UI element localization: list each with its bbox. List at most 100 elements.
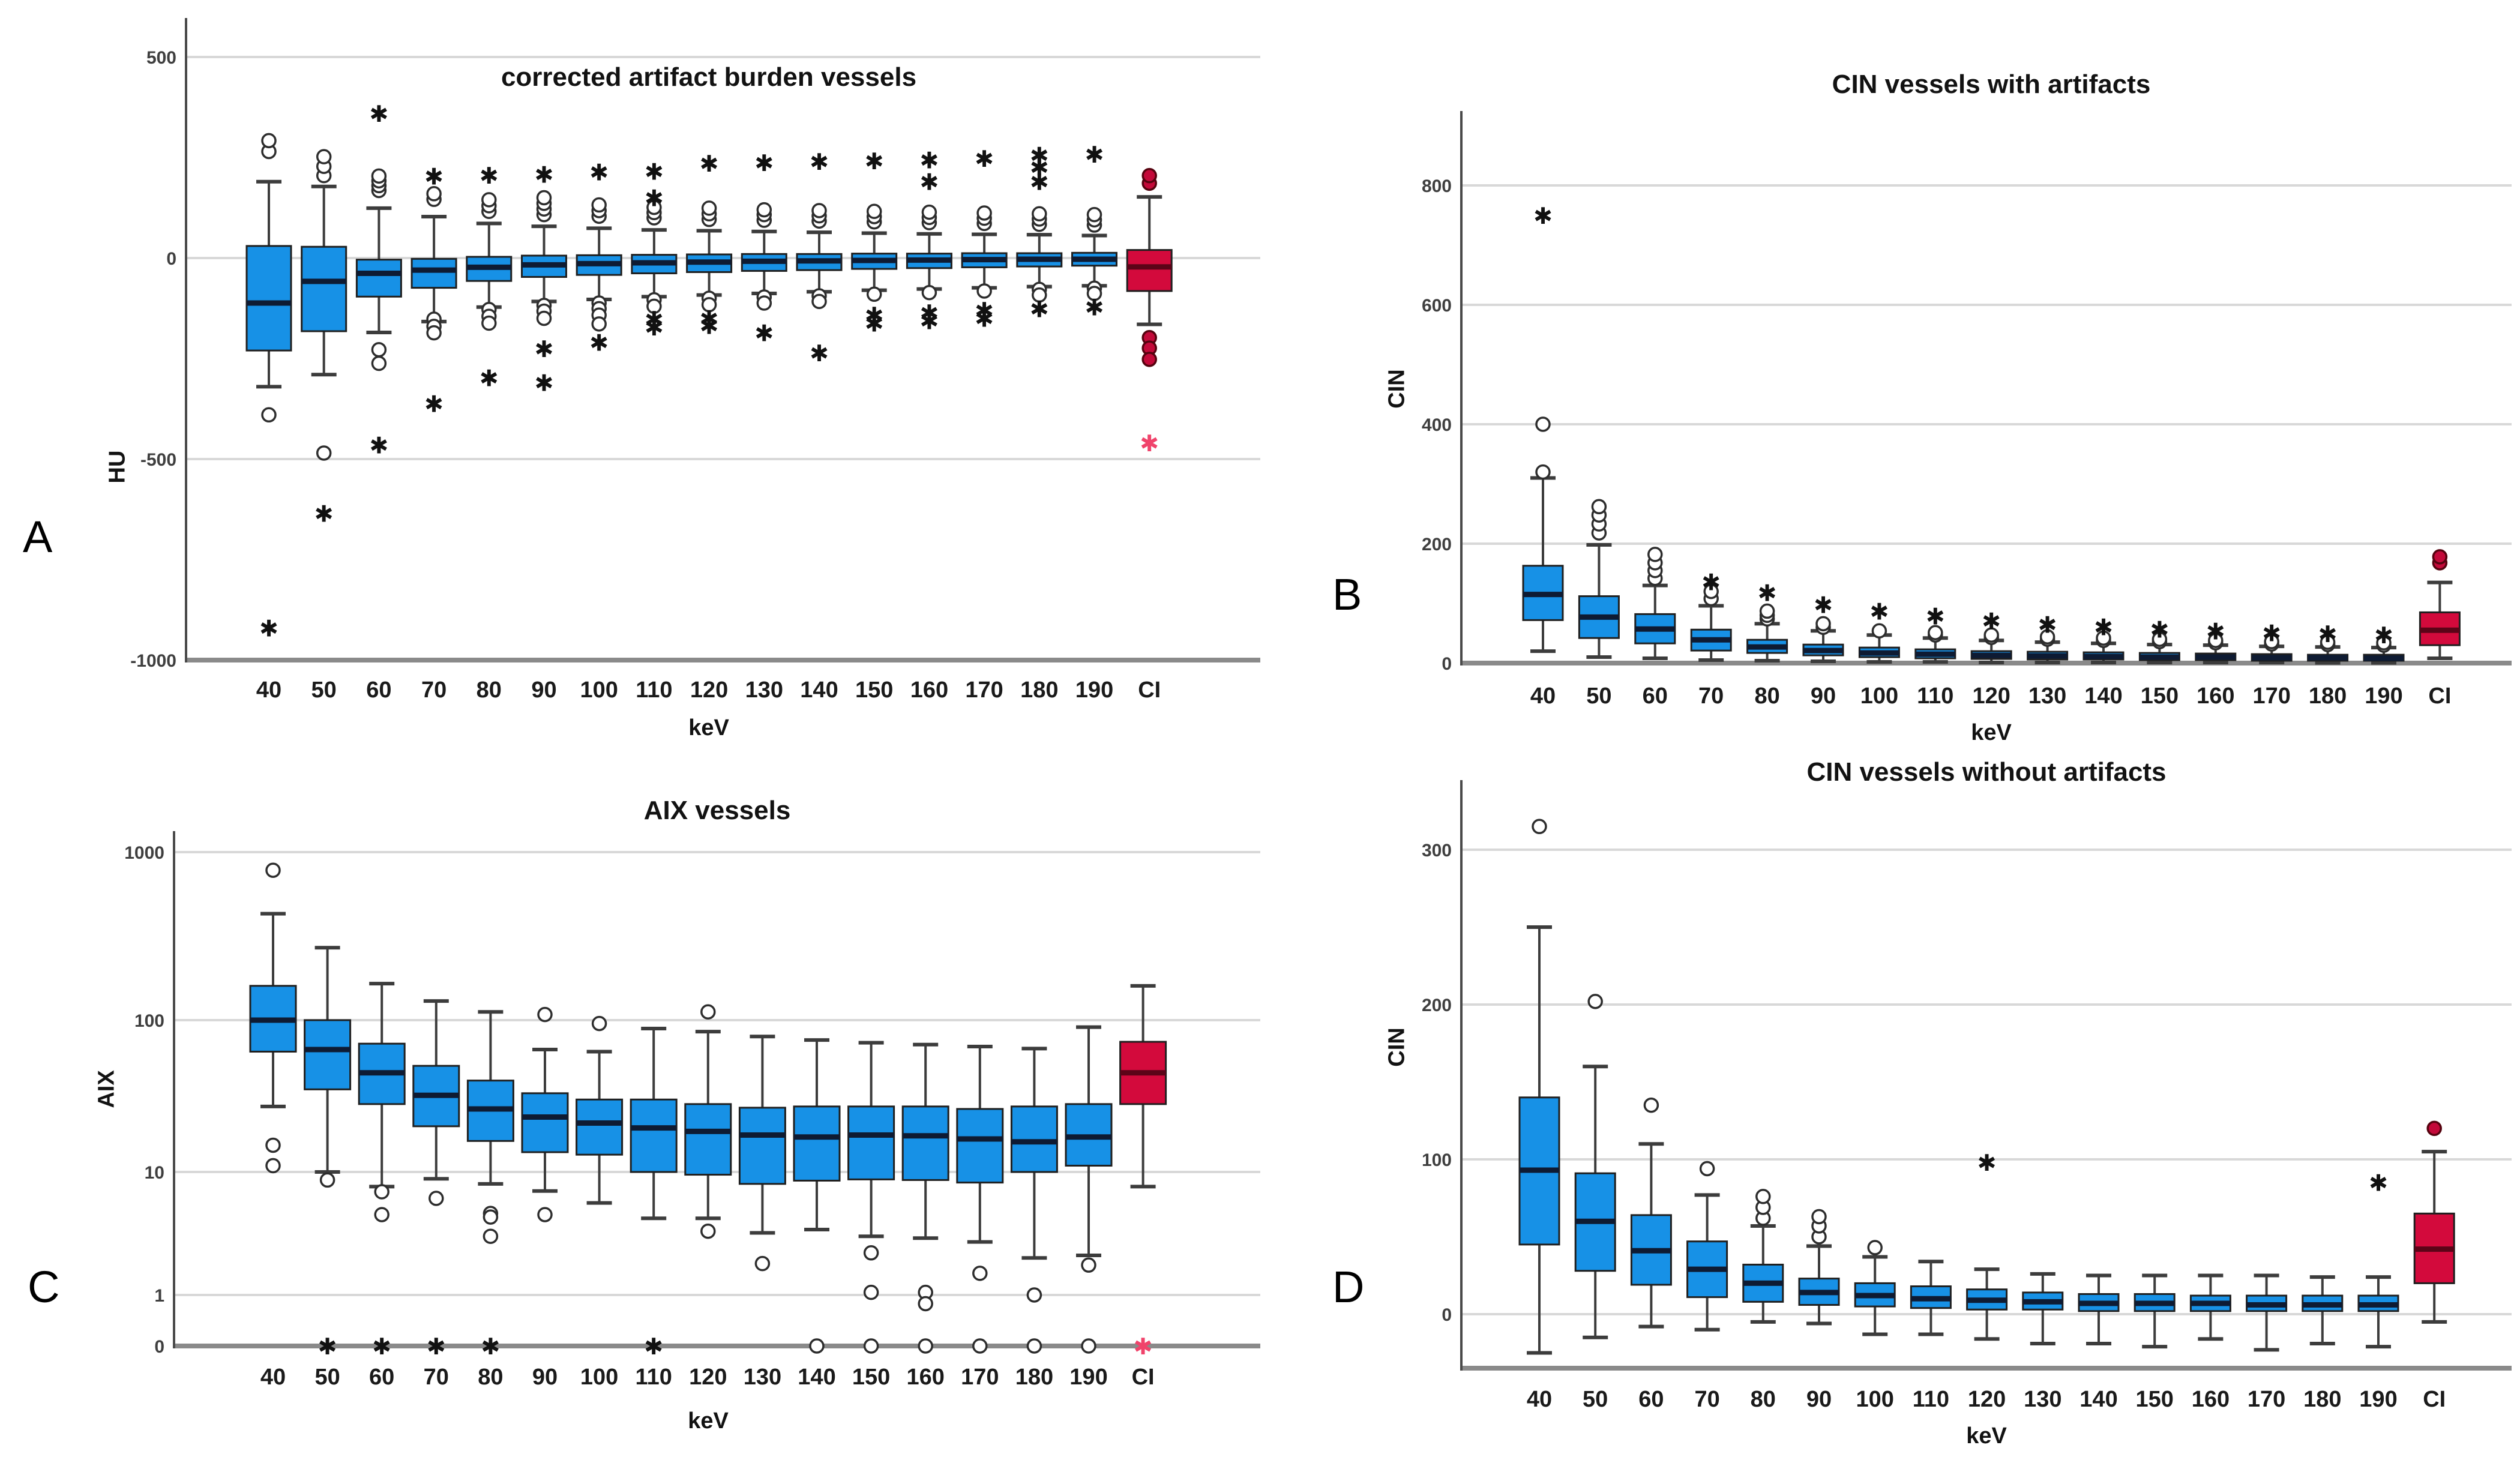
outlier-asterisk: ✱ xyxy=(427,1335,446,1360)
x-tick-label: 60 xyxy=(369,1365,394,1390)
outlier-circle xyxy=(1532,819,1547,835)
outlier-circle xyxy=(1535,464,1551,480)
y-tick-label: 0 xyxy=(154,1337,164,1357)
x-tick-label: 140 xyxy=(2079,1387,2117,1412)
x-tick-label: 130 xyxy=(2028,683,2066,709)
outlier-asterisk: ✱ xyxy=(1533,204,1553,229)
x-tick-label: 180 xyxy=(2303,1387,2341,1412)
x-tick-label: 160 xyxy=(2192,1387,2230,1412)
outlier-asterisk: ✱ xyxy=(810,150,829,175)
x-tick-label: 180 xyxy=(1020,677,1058,703)
x-tick-label: 60 xyxy=(366,677,391,703)
outlier-circle xyxy=(261,133,277,149)
x-tick-label: 40 xyxy=(260,1365,286,1390)
x-tick-label: 70 xyxy=(424,1365,449,1390)
outlier-circle xyxy=(591,1015,607,1032)
outlier-asterisk: ✱ xyxy=(589,331,609,356)
outlier-circle xyxy=(1081,1338,1096,1354)
outlier-asterisk: ✱ xyxy=(369,434,388,459)
outlier-circle xyxy=(701,200,717,216)
outlier-circle xyxy=(1703,583,1719,599)
x-tick-label: CI xyxy=(2428,683,2451,709)
outlier-asterisk: ✱ xyxy=(754,151,774,176)
x-tick-label: 40 xyxy=(1527,1387,1552,1412)
panel-a-title: corrected artifact burden vessels xyxy=(501,62,917,92)
x-tick-label: 80 xyxy=(1754,683,1779,709)
y-tick-label: 100 xyxy=(134,1011,164,1031)
outlier-circle xyxy=(591,197,607,213)
x-tick-label: CI xyxy=(1138,677,1161,703)
panel-c-y-axis-label: AIX xyxy=(94,1070,119,1108)
outlier-asterisk: ✱ xyxy=(480,367,499,392)
x-tick-label: 50 xyxy=(1583,1387,1608,1412)
panel-b-title: CIN vessels with artifacts xyxy=(1832,70,2151,99)
x-tick-label: 110 xyxy=(1917,683,1953,709)
outlier-circle xyxy=(756,295,772,311)
x-tick-label: 40 xyxy=(1530,683,1556,709)
kev-box xyxy=(630,1098,678,1173)
outlier-circle xyxy=(972,1266,988,1281)
outlier-circle xyxy=(866,286,882,302)
panel-b-y-axis-label: CIN xyxy=(1384,369,1410,409)
x-tick-label: 180 xyxy=(2309,683,2347,709)
outlier-circle xyxy=(1928,625,1943,641)
x-tick-label: 120 xyxy=(1972,683,2010,709)
outlier-circle xyxy=(1026,1338,1042,1354)
outlier-circle xyxy=(754,1255,771,1272)
x-tick-label: 160 xyxy=(2197,683,2234,709)
outlier-asterisk: ✱ xyxy=(975,307,994,332)
x-tick-label: 150 xyxy=(2141,683,2179,709)
kev-box xyxy=(847,1105,895,1180)
kev-box xyxy=(956,1108,1004,1184)
outlier-asterisk: ✱ xyxy=(2262,621,2281,646)
outlier-circle xyxy=(1032,206,1047,222)
outlier-asterisk: ✱ xyxy=(2369,1171,2388,1197)
outlier-circle xyxy=(1699,1161,1715,1177)
outlier-asterisk: ✱ xyxy=(2318,622,2338,647)
outlier-asterisk: ✱ xyxy=(1134,1335,1153,1360)
x-tick-label: 90 xyxy=(531,677,556,703)
outlier-asterisk: ✱ xyxy=(865,304,884,329)
outlier-circle xyxy=(863,1245,879,1261)
outlier-asterisk: ✱ xyxy=(1030,143,1049,169)
outlier-circle xyxy=(700,1223,716,1239)
kev-box xyxy=(576,1098,624,1156)
outlier-circle xyxy=(1081,1257,1096,1273)
outlier-circle xyxy=(1647,547,1663,562)
y-tick-label: 600 xyxy=(1422,296,1452,316)
x-tick-label: 110 xyxy=(636,1365,672,1390)
outlier-circle xyxy=(1983,627,1999,643)
outlier-circle xyxy=(1587,994,1603,1009)
outlier-asterisk: ✱ xyxy=(645,160,664,185)
kev-box xyxy=(684,1103,732,1176)
x-tick-label: 190 xyxy=(2365,683,2402,709)
outlier-asterisk: ✱ xyxy=(1814,593,1833,618)
outlier-circle xyxy=(1026,1287,1042,1303)
outlier-asterisk: ✱ xyxy=(754,322,774,347)
outlier-circle xyxy=(1755,1189,1771,1204)
outlier-circle xyxy=(863,1338,879,1354)
x-tick-label: 60 xyxy=(1643,683,1668,709)
x-tick-label: 80 xyxy=(477,677,502,703)
outlier-circle xyxy=(1811,1209,1827,1225)
outlier-circle xyxy=(976,205,992,221)
x-tick-label: 120 xyxy=(690,677,728,703)
outlier-asterisk: ✱ xyxy=(865,312,884,337)
y-tick-label: 0 xyxy=(166,249,176,269)
kev-box xyxy=(355,259,402,298)
outlier-asterisk: ✱ xyxy=(2038,613,2057,638)
outlier-circle xyxy=(265,862,281,878)
outlier-asterisk: ✱ xyxy=(865,149,884,175)
x-tick-label: 120 xyxy=(1968,1387,2006,1412)
outlier-circle xyxy=(976,283,992,299)
outlier-asterisk: ✱ xyxy=(259,616,278,641)
outlier-asterisk: ✱ xyxy=(481,1335,500,1360)
x-tick-label: CI xyxy=(1132,1365,1155,1390)
outlier-circle xyxy=(811,293,827,310)
outlier-asterisk: ✱ xyxy=(810,341,829,367)
outlier-circle xyxy=(2096,630,2111,646)
outlier-circle xyxy=(426,186,442,202)
panel-c-letter: C xyxy=(28,1262,60,1312)
outlier-circle xyxy=(2152,631,2168,647)
